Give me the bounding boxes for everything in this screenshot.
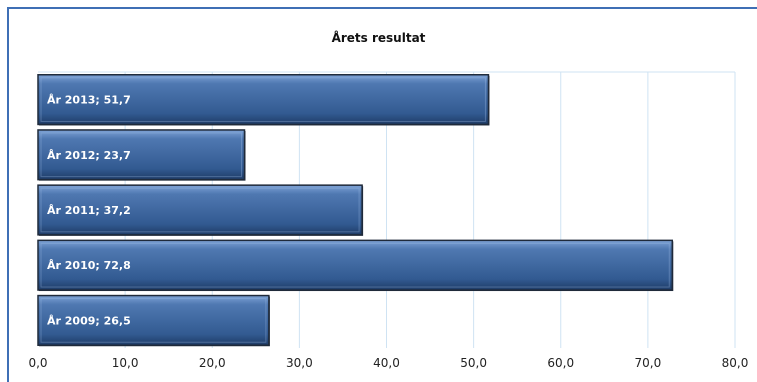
- bar-bevel: [40, 242, 670, 288]
- x-tick-label: 10,0: [112, 356, 139, 370]
- x-tick-label: 80,0: [722, 356, 749, 370]
- x-tick-label: 30,0: [286, 356, 313, 370]
- bar-layer: År 2013; 51,7 År 2012; 23,7 År 2011; 37,2 Å…: [37, 74, 674, 347]
- bar: [37, 129, 246, 181]
- tick-layer: 0,0 10,0 20,0 30,0 40,0 50,0 60,0 70,0 80,0: [28, 356, 748, 370]
- bar-data-label: År 2013; 51,7: [47, 94, 131, 107]
- bar-data-label: År 2012; 23,7: [47, 149, 131, 162]
- x-tick-label: 0,0: [28, 356, 47, 370]
- x-tick-label: 60,0: [547, 356, 574, 370]
- bar-bevel: [40, 132, 242, 178]
- bar: [37, 74, 490, 126]
- x-tick-label: 20,0: [199, 356, 226, 370]
- bar-data-label: År 2009; 26,5: [47, 314, 131, 327]
- chart-title: Årets resultat: [331, 31, 426, 45]
- chart-frame: [7, 7, 757, 382]
- x-tick-label: 70,0: [635, 356, 662, 370]
- bar-bevel: [40, 298, 267, 343]
- bar: [37, 184, 363, 236]
- bar: [37, 239, 674, 291]
- bar-bevel: [40, 187, 360, 233]
- bar-data-label: År 2011; 37,2: [47, 204, 131, 217]
- bar-bevel: [40, 77, 486, 122]
- bar-data-label: År 2010; 72,8: [47, 259, 131, 272]
- bar: [37, 294, 270, 346]
- x-tick-label: 40,0: [373, 356, 400, 370]
- x-tick-label: 50,0: [460, 356, 487, 370]
